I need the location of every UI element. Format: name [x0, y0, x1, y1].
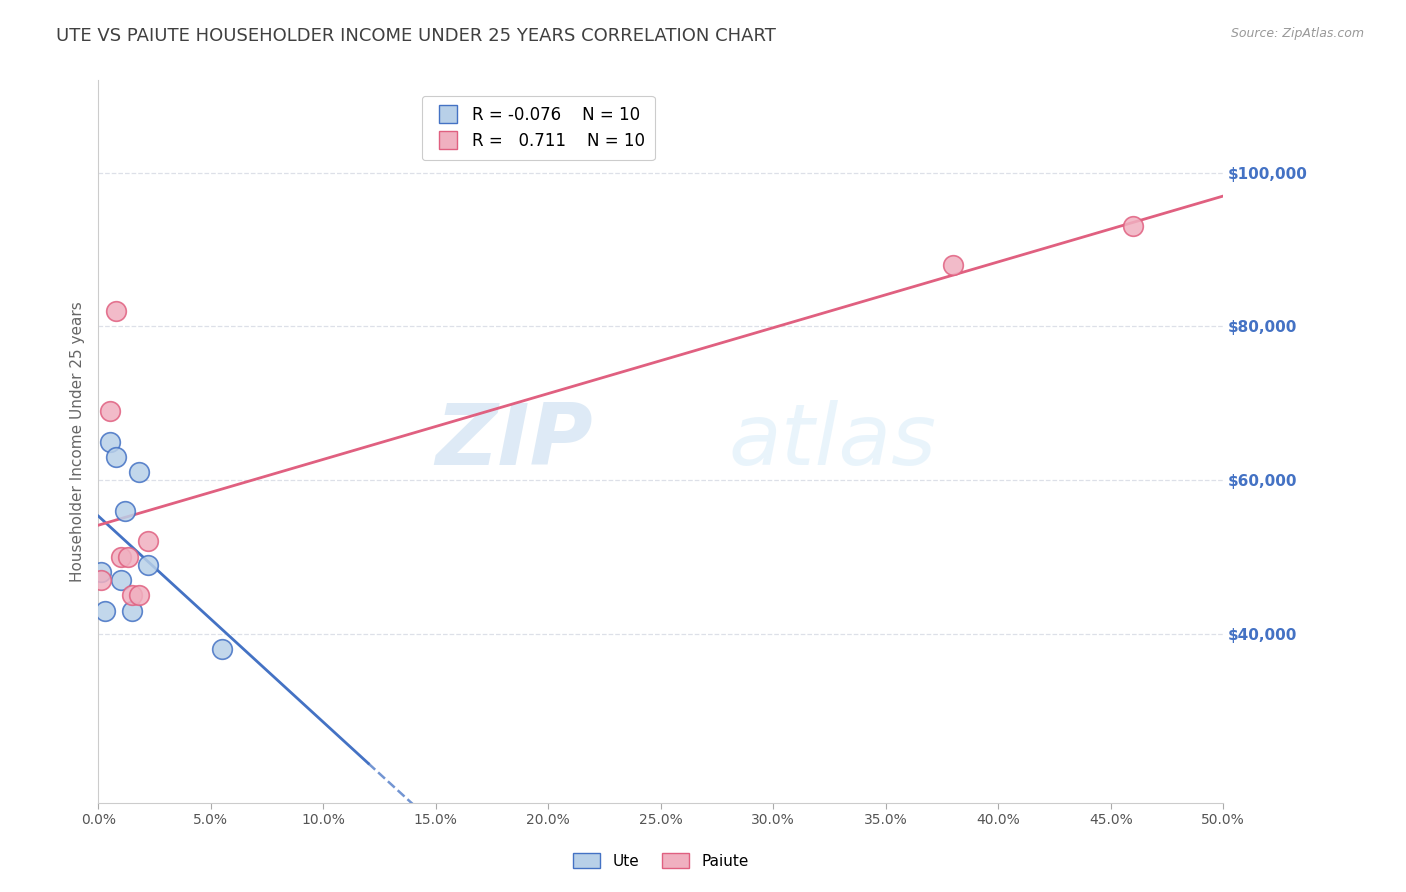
Point	[211, 642, 233, 657]
Point	[98, 404, 121, 418]
Point	[1122, 219, 1144, 234]
Point	[121, 588, 143, 602]
Point	[128, 465, 150, 479]
Point	[942, 258, 965, 272]
Point	[90, 573, 112, 587]
Point	[110, 573, 132, 587]
Text: atlas: atlas	[728, 400, 936, 483]
Point	[136, 534, 159, 549]
Point	[121, 604, 143, 618]
Y-axis label: Householder Income Under 25 years: Householder Income Under 25 years	[69, 301, 84, 582]
Text: Source: ZipAtlas.com: Source: ZipAtlas.com	[1230, 27, 1364, 40]
Point	[105, 304, 128, 318]
Point	[110, 549, 132, 564]
Point	[114, 504, 136, 518]
Legend: Ute, Paiute: Ute, Paiute	[567, 847, 755, 875]
Point	[136, 558, 159, 572]
Point	[117, 549, 139, 564]
Point	[94, 604, 117, 618]
Point	[105, 450, 128, 464]
Point	[90, 565, 112, 579]
Point	[98, 434, 121, 449]
Point	[128, 588, 150, 602]
Text: ZIP: ZIP	[436, 400, 593, 483]
Text: UTE VS PAIUTE HOUSEHOLDER INCOME UNDER 25 YEARS CORRELATION CHART: UTE VS PAIUTE HOUSEHOLDER INCOME UNDER 2…	[56, 27, 776, 45]
